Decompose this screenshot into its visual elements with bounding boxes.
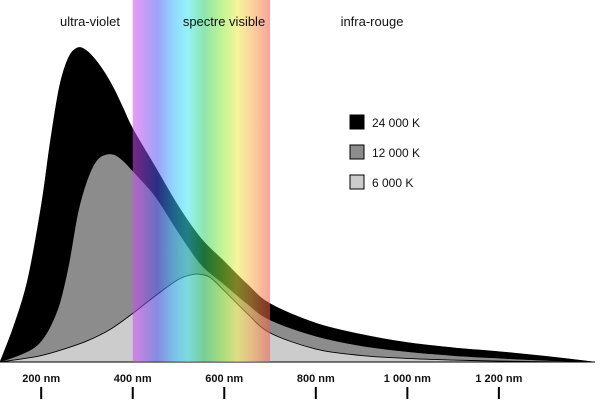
x-axis: 200 nm 400 nm 600 nm 800 nm 1 000 nm 1 200 nm: [22, 373, 523, 399]
x-tick-label: 800 nm: [297, 373, 335, 385]
x-tick-label: 1 200 nm: [475, 373, 522, 385]
x-tick-label: 200 nm: [22, 373, 60, 385]
legend-label-12000k: 12 000 K: [372, 146, 420, 160]
legend-label-6000k: 6 000 K: [372, 176, 413, 190]
x-tick-label: 400 nm: [114, 373, 152, 385]
region-label-ultraviolet: ultra-violet: [60, 14, 120, 29]
legend: 24 000 K 12 000 K 6 000 K: [349, 114, 420, 190]
legend-swatch-24000k: [349, 114, 365, 130]
region-label-infrared: infra-rouge: [341, 14, 404, 29]
x-tick-label: 600 nm: [205, 373, 243, 385]
region-label-visible: spectre visible: [183, 14, 265, 29]
legend-label-24000k: 24 000 K: [372, 116, 420, 130]
legend-swatch-6000k: [349, 174, 365, 190]
legend-swatch-12000k: [349, 144, 365, 160]
visible-spectrum-band: [132, 0, 271, 362]
x-tick-label: 1 000 nm: [384, 373, 431, 385]
